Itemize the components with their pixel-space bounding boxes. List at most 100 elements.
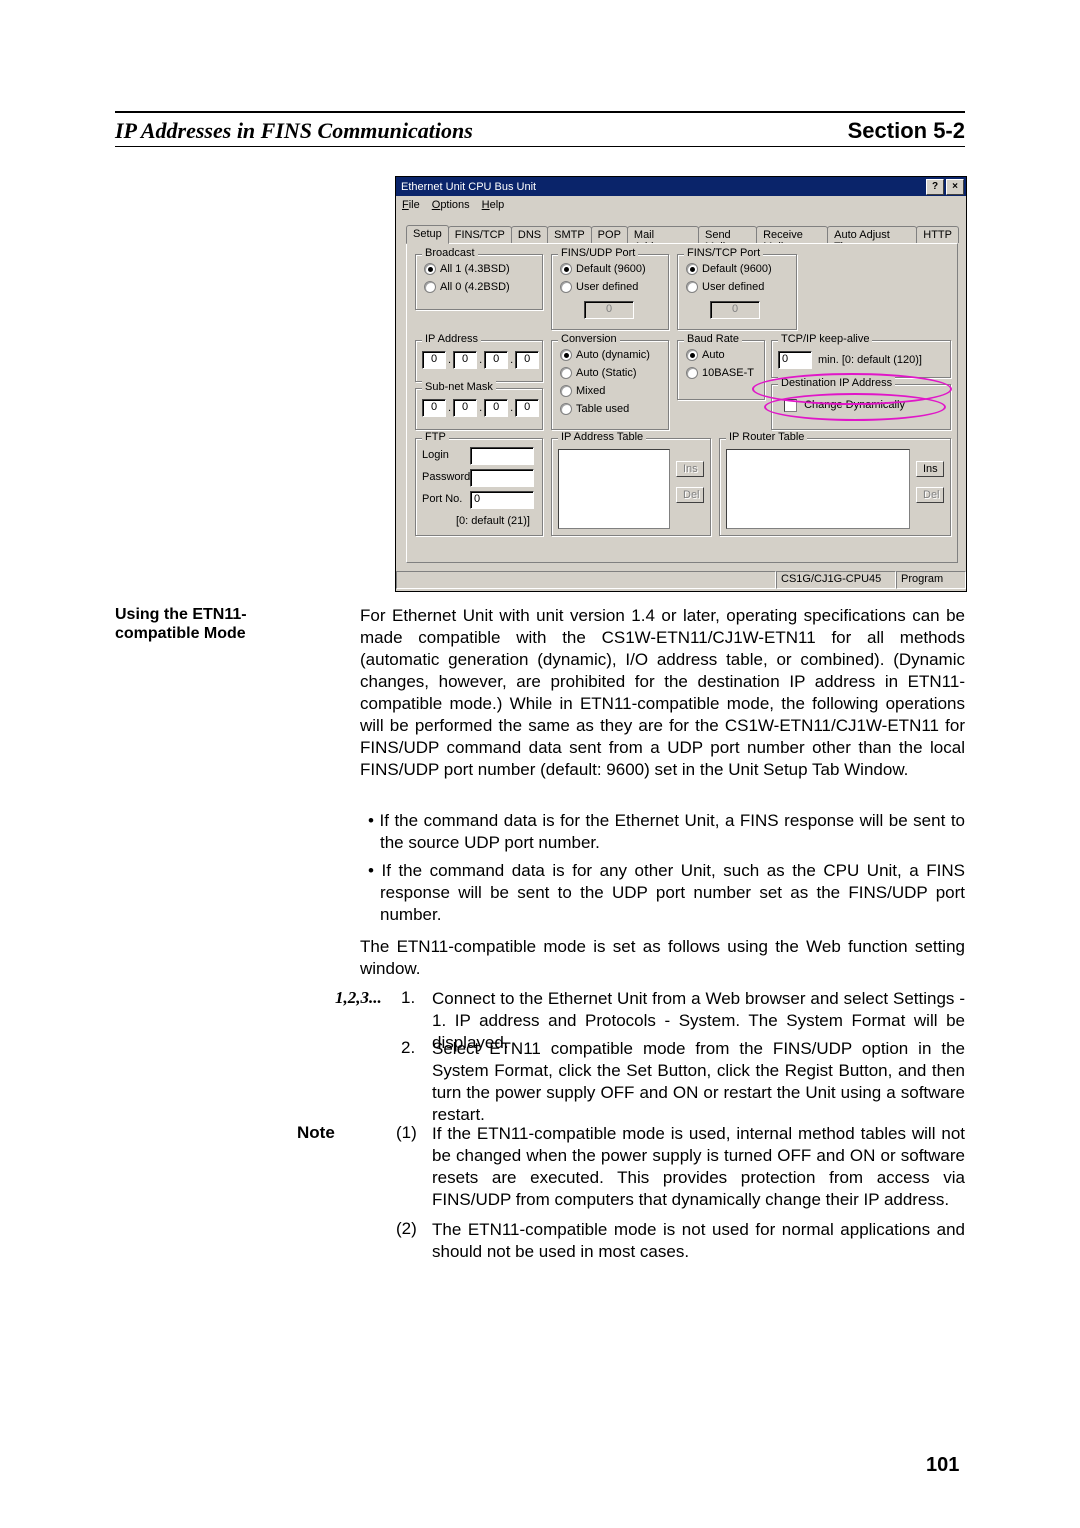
group-ip-address: IP Address 0. 0. 0. 0 xyxy=(415,340,543,382)
menu-file[interactable]: File xyxy=(402,199,420,211)
radio-tcp-default[interactable]: Default (9600) xyxy=(686,263,772,275)
subnet-octet-2[interactable]: 0 xyxy=(453,399,477,417)
radio-conv-dynamic-label: Auto (dynamic) xyxy=(576,349,650,361)
btn-ip-table-ins[interactable]: Ins xyxy=(676,461,704,477)
tab-setup[interactable]: Setup xyxy=(406,225,449,244)
step-2-num: 2. xyxy=(401,1038,415,1058)
group-ip-table-label: IP Address Table xyxy=(558,431,646,443)
steps-lead: 1,2,3... xyxy=(335,988,382,1008)
group-baud-label: Baud Rate xyxy=(684,333,742,345)
btn-router-ins[interactable]: Ins xyxy=(916,461,944,477)
subnet-dot: . xyxy=(448,402,451,414)
dialog-title: Ethernet Unit CPU Bus Unit xyxy=(401,181,536,193)
btn-ip-table-del[interactable]: Del xyxy=(676,487,704,503)
tab-smtp[interactable]: SMTP xyxy=(547,226,592,243)
input-keepalive[interactable]: 0 xyxy=(778,351,812,369)
note-1-text: If the ETN11-compatible mode is used, in… xyxy=(432,1123,965,1211)
radio-baud-10base[interactable]: 10BASE-T xyxy=(686,367,754,379)
status-blank xyxy=(396,571,776,589)
radio-conv-static[interactable]: Auto (Static) xyxy=(560,367,637,379)
header-rule-top xyxy=(115,111,965,113)
input-tcp-port[interactable]: 0 xyxy=(710,301,760,319)
radio-broadcast-all1-label: All 1 (4.3BSD) xyxy=(440,263,510,275)
statusbar: CS1G/CJ1G-CPU45 Program xyxy=(396,571,966,591)
group-ftp-label: FTP xyxy=(422,431,449,443)
radio-conv-table[interactable]: Table used xyxy=(560,403,629,415)
tab-dns[interactable]: DNS xyxy=(511,226,548,243)
step-1-num: 1. xyxy=(401,988,415,1008)
radio-conv-table-label: Table used xyxy=(576,403,629,415)
ip-dot: . xyxy=(510,354,513,366)
keepalive-unit: min. [0: default (120)] xyxy=(818,354,922,366)
tab-auto-adjust[interactable]: Auto Adjust Time xyxy=(827,226,917,243)
ftp-port-default: [0: default (21)] xyxy=(456,515,530,527)
menubar: File Options Help xyxy=(396,196,966,214)
tab-receive-mail[interactable]: Receive Mail xyxy=(756,226,828,243)
radio-conv-mixed-label: Mixed xyxy=(576,385,605,397)
group-router-table: IP Router Table Ins Del xyxy=(719,438,951,536)
group-broadcast: Broadcast All 1 (4.3BSD) All 0 (4.2BSD) xyxy=(415,254,543,310)
menu-help[interactable]: Help xyxy=(482,199,505,211)
para-main: For Ethernet Unit with unit version 1.4 … xyxy=(360,605,965,781)
sidehead-line1: Using the ETN11- xyxy=(115,605,315,624)
subnet-octet-4[interactable]: 0 xyxy=(515,399,539,417)
group-fins-tcp: FINS/TCP Port Default (9600) User define… xyxy=(677,254,797,330)
radio-broadcast-all0[interactable]: All 0 (4.2BSD) xyxy=(424,281,510,293)
step-2-text: Select ETN11 compatible mode from the FI… xyxy=(432,1038,965,1126)
input-ftp-password[interactable] xyxy=(470,469,534,487)
btn-router-del[interactable]: Del xyxy=(916,487,944,503)
list-ip-table[interactable] xyxy=(558,449,670,529)
tab-http[interactable]: HTTP xyxy=(916,226,959,243)
radio-broadcast-all1[interactable]: All 1 (4.3BSD) xyxy=(424,263,510,275)
ip-dot: . xyxy=(479,354,482,366)
radio-tcp-user-label: User defined xyxy=(702,281,764,293)
note-2-num: (2) xyxy=(396,1219,417,1239)
ip-octet-3[interactable]: 0 xyxy=(484,351,508,369)
menu-options[interactable]: Options xyxy=(432,199,470,211)
tab-send-mail[interactable]: Send Mail xyxy=(698,226,757,243)
tab-mail-address[interactable]: Mail Address xyxy=(627,226,699,243)
input-ftp-login[interactable] xyxy=(470,447,534,465)
status-cpu: CS1G/CJ1G-CPU45 xyxy=(776,571,896,589)
radio-baud-10base-label: 10BASE-T xyxy=(702,367,754,379)
radio-broadcast-all0-label: All 0 (4.2BSD) xyxy=(440,281,510,293)
radio-udp-default[interactable]: Default (9600) xyxy=(560,263,646,275)
tab-fins-tcp[interactable]: FINS/TCP xyxy=(448,226,512,243)
subnet-octet-3[interactable]: 0 xyxy=(484,399,508,417)
help-button[interactable]: ? xyxy=(926,179,944,195)
group-fins-tcp-label: FINS/TCP Port xyxy=(684,247,763,259)
close-button[interactable]: × xyxy=(946,179,964,195)
bullet-2-text: If the command data is for any other Uni… xyxy=(380,861,965,924)
ip-octet-2[interactable]: 0 xyxy=(453,351,477,369)
radio-udp-user-label: User defined xyxy=(576,281,638,293)
ftp-portno-label: Port No. xyxy=(422,493,462,505)
radio-udp-user[interactable]: User defined xyxy=(560,281,638,293)
subnet-dot: . xyxy=(479,402,482,414)
radio-conv-dynamic[interactable]: Auto (dynamic) xyxy=(560,349,650,361)
note-2-text: The ETN11-compatible mode is not used fo… xyxy=(432,1219,965,1263)
radio-tcp-user[interactable]: User defined xyxy=(686,281,764,293)
ftp-password-label: Password xyxy=(422,471,470,483)
radio-tcp-default-label: Default (9600) xyxy=(702,263,772,275)
radio-udp-default-label: Default (9600) xyxy=(576,263,646,275)
group-fins-udp: FINS/UDP Port Default (9600) User define… xyxy=(551,254,669,330)
subnet-octet-1[interactable]: 0 xyxy=(422,399,446,417)
tab-pop[interactable]: POP xyxy=(591,226,628,243)
note-1-num: (1) xyxy=(396,1123,417,1143)
page-number: 101 xyxy=(926,1454,959,1477)
tabs-row: Setup FINS/TCP DNS SMTP POP Mail Address… xyxy=(406,225,958,244)
ftp-login-label: Login xyxy=(422,449,449,461)
ip-octet-1[interactable]: 0 xyxy=(422,351,446,369)
input-udp-port[interactable]: 0 xyxy=(584,301,634,319)
radio-conv-static-label: Auto (Static) xyxy=(576,367,637,379)
group-ip-label: IP Address xyxy=(422,333,481,345)
radio-baud-auto[interactable]: Auto xyxy=(686,349,725,361)
ip-octet-4[interactable]: 0 xyxy=(515,351,539,369)
input-ftp-port[interactable]: 0 xyxy=(470,491,534,509)
group-broadcast-label: Broadcast xyxy=(422,247,478,259)
group-conversion-label: Conversion xyxy=(558,333,620,345)
group-fins-udp-label: FINS/UDP Port xyxy=(558,247,638,259)
group-ip-table: IP Address Table Ins Del xyxy=(551,438,711,536)
list-router-table[interactable] xyxy=(726,449,910,529)
radio-conv-mixed[interactable]: Mixed xyxy=(560,385,605,397)
